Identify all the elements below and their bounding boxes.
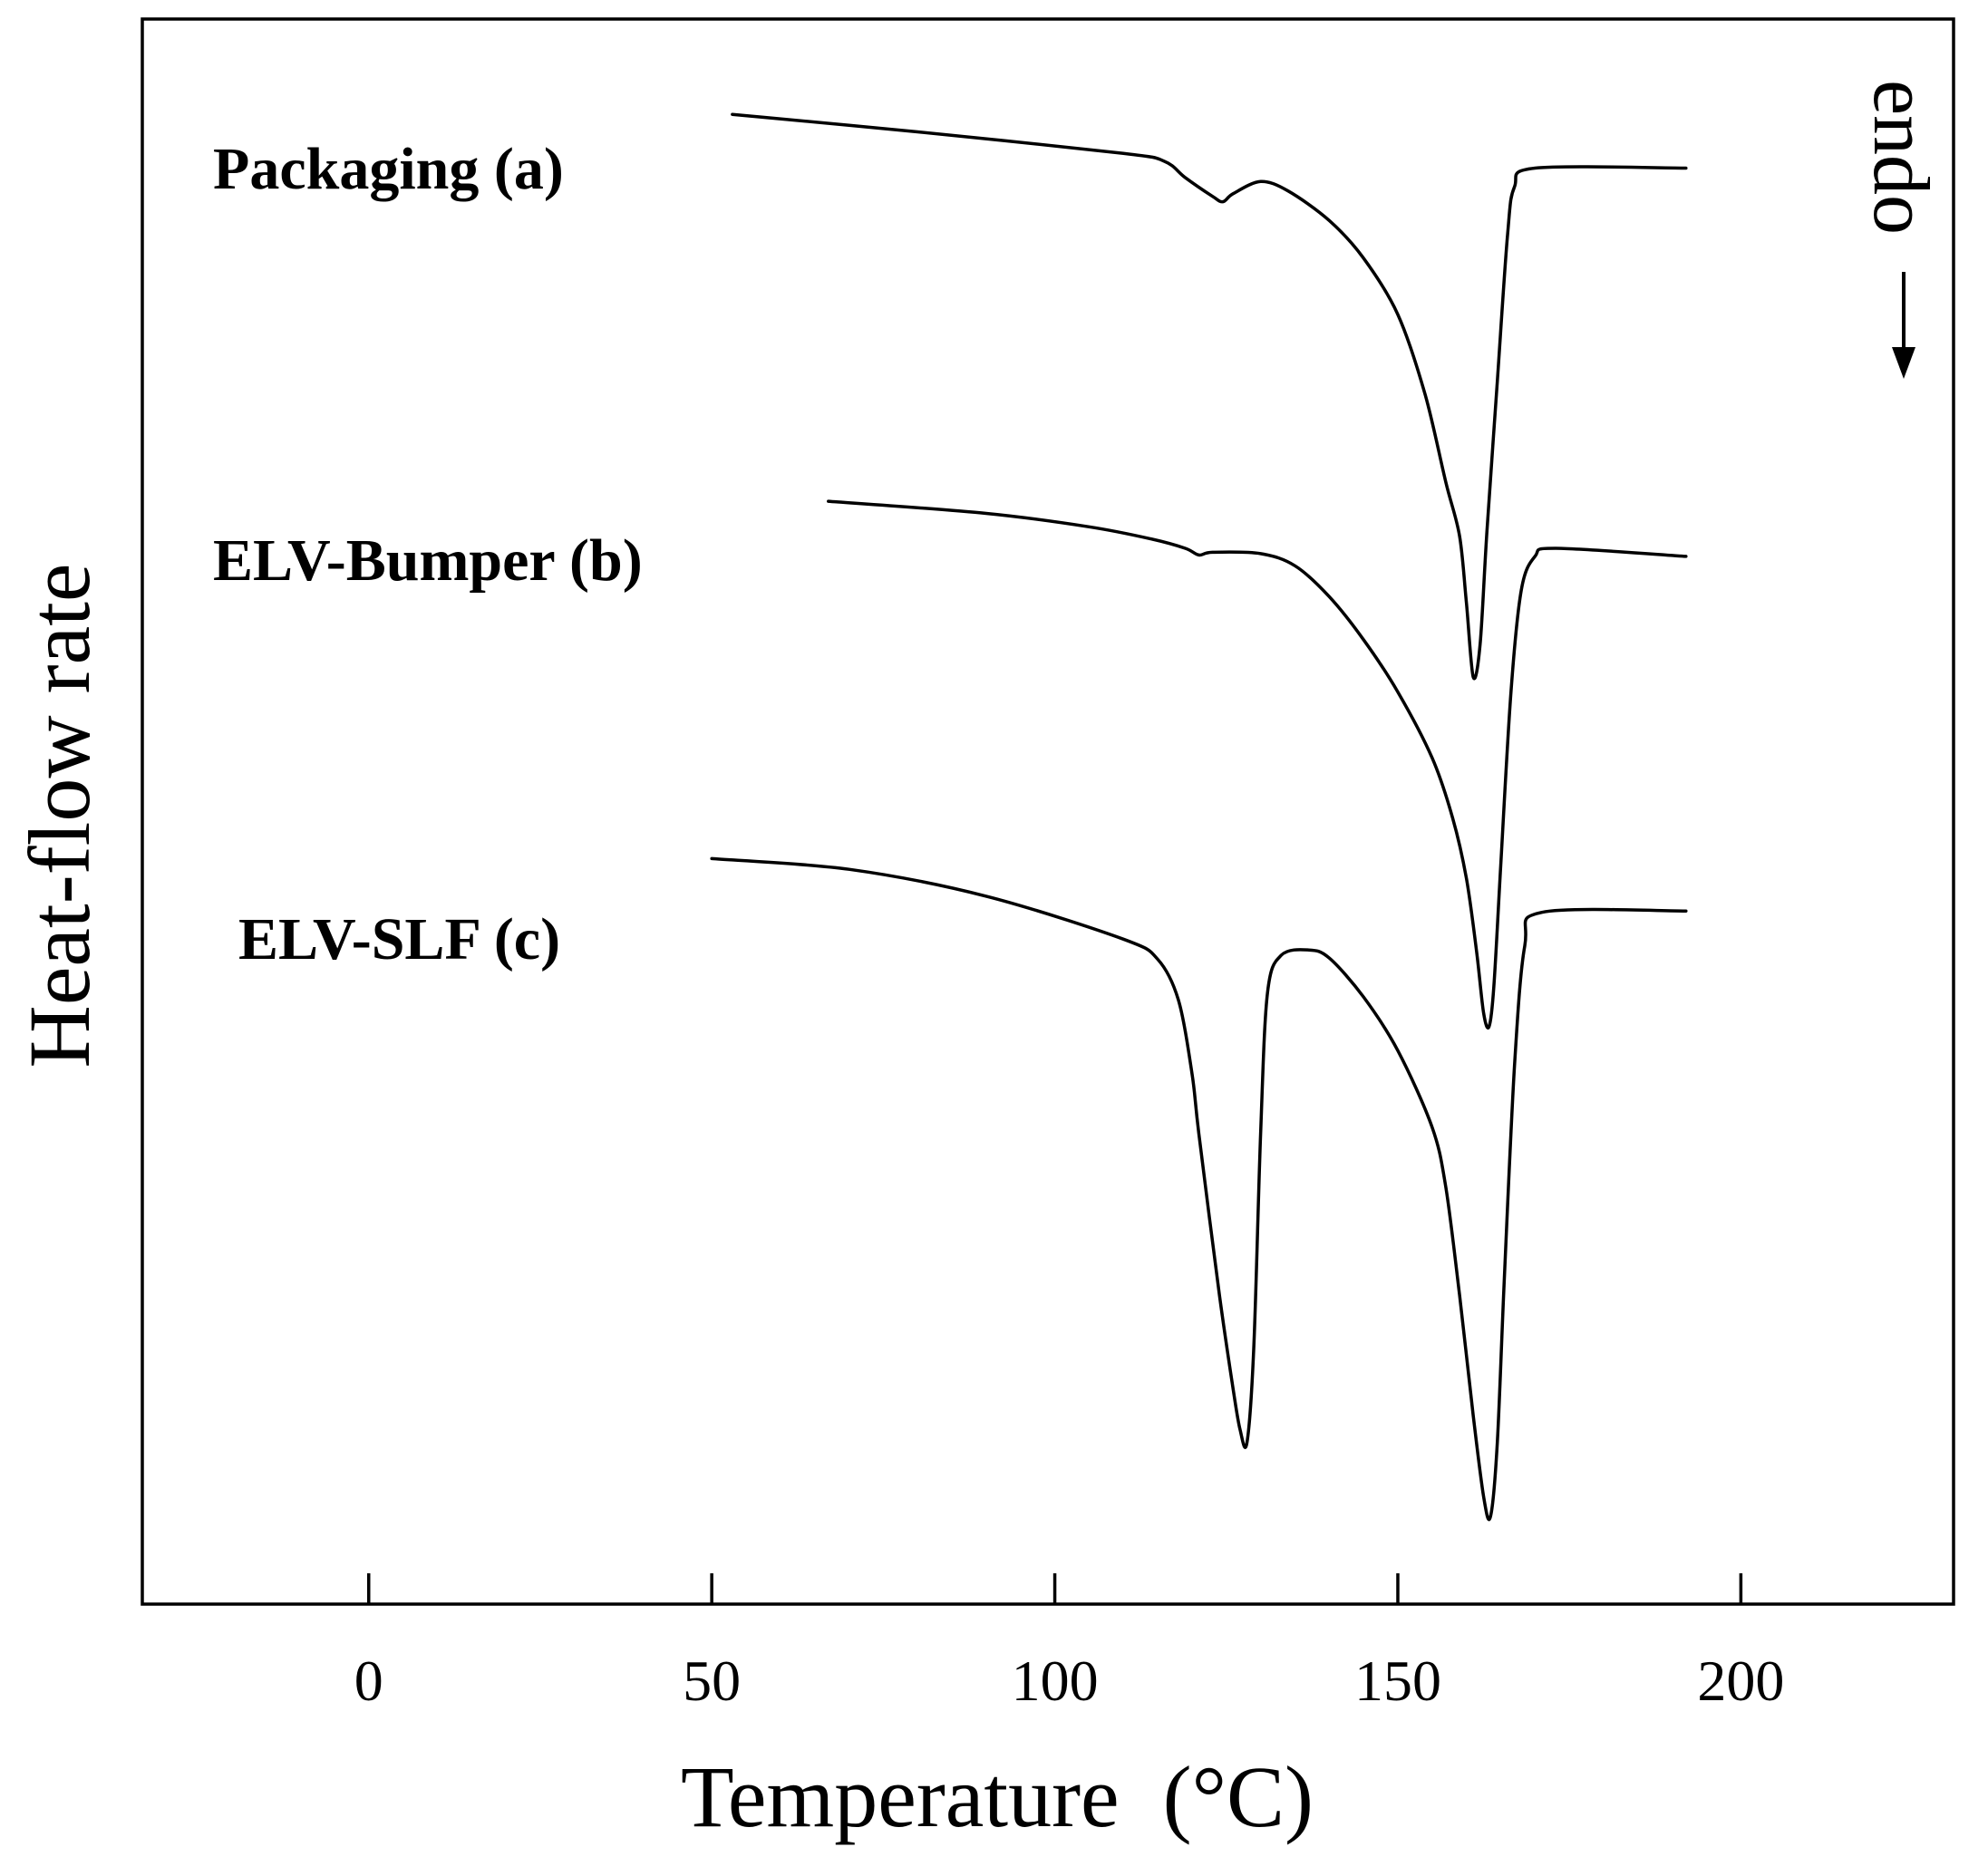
curves: [710, 112, 1688, 1522]
x-tick-label: 100: [1012, 1649, 1099, 1713]
x-tick-label: 0: [354, 1649, 383, 1713]
x-tick-label: 200: [1697, 1649, 1784, 1713]
x-ticks: [367, 1573, 1743, 1604]
series-label-2: ELV-Bumper (b): [213, 527, 643, 594]
series-label-3: ELV-SLF (c): [238, 906, 560, 972]
x-tick-label: 50: [683, 1649, 741, 1713]
series-line-2: [827, 499, 1688, 1030]
plot-frame: [141, 17, 1955, 1606]
y-axis-title: Heat-flow rate: [11, 563, 108, 1068]
endo-label: endo: [1857, 80, 1944, 235]
series-label-1: Packaging (a): [213, 136, 564, 202]
series-labels: Packaging (a) ELV-Bumper (b) ELV-SLF (c): [213, 136, 643, 972]
series-line-1: [731, 112, 1688, 681]
x-tick-labels: 0 50 100 150 200: [354, 1649, 1785, 1713]
series-line-3: [710, 856, 1688, 1522]
endo-arrow-head: [1892, 347, 1915, 379]
x-tick-label: 150: [1354, 1649, 1441, 1713]
endo-annotation: endo: [1857, 80, 1944, 379]
x-axis-title: Temperature (°C): [681, 1748, 1314, 1845]
